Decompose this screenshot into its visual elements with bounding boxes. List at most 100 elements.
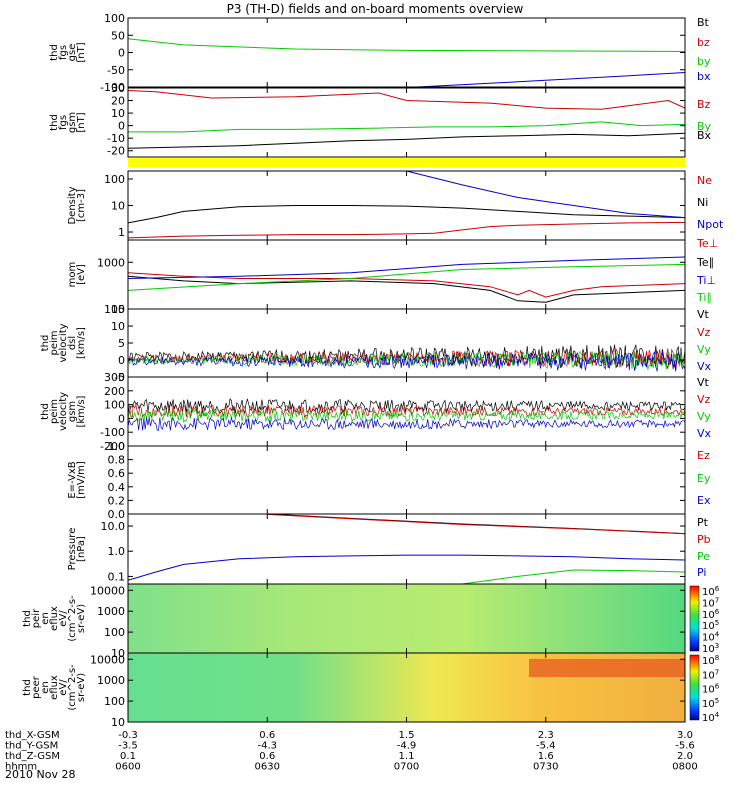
ephemeris-value: -4.9	[397, 741, 417, 752]
legend-entry: Vt	[697, 308, 710, 321]
panel-ion_spec: 10610710610510410310000100010010thdpeire…	[22, 583, 720, 660]
ephemeris-value: 1.5	[399, 730, 415, 741]
panel-frame	[127, 170, 686, 241]
legend-entry: Vy	[697, 343, 711, 356]
y-tick-label: 100	[104, 303, 125, 316]
y-axis-label: peim	[49, 330, 60, 355]
legend-entry: Ey	[697, 472, 711, 485]
ephemeris-value: 2.3	[538, 730, 554, 741]
y-tick-label: 20	[111, 95, 125, 108]
legend-entry: Vx	[697, 360, 712, 373]
legend-entry: Te∥	[696, 256, 714, 269]
y-axis-label: sr-eV)	[76, 673, 87, 702]
ephemeris-value: 0630	[255, 762, 280, 773]
ephemeris-value: 0800	[672, 762, 697, 773]
spectrogram-hot-band	[529, 659, 685, 677]
ephemeris-value: 1.1	[399, 751, 415, 762]
y-tick-label: 0.2	[108, 494, 126, 507]
y-tick-label: -50	[107, 64, 125, 77]
y-tick-label: 0	[118, 47, 125, 60]
y-tick-label: 1	[118, 226, 125, 239]
colorbar-elec_spec	[689, 654, 700, 721]
ephemeris-value: 3.0	[677, 730, 693, 741]
series-fgs_gsm-Bz	[128, 90, 685, 110]
ephemeris-value: -0.3	[118, 730, 138, 741]
legend-entry: Pe	[697, 550, 710, 563]
colorbar-tick-label: 106	[702, 683, 720, 696]
legend-entry: Vz	[697, 326, 711, 339]
y-axis-label: (cm^2-s-	[67, 664, 78, 711]
panel-frame	[127, 308, 686, 378]
legend-entry: By	[697, 120, 712, 133]
y-tick-label: -100	[100, 81, 125, 94]
legend-entry: bz	[697, 36, 710, 49]
y-axis-label: thd	[49, 114, 60, 131]
date-label: 2010 Nov 28	[5, 768, 75, 781]
panel-frame	[127, 513, 686, 585]
y-axis-label: peer	[31, 675, 42, 699]
legend-entry: Vt	[697, 376, 710, 389]
legend-entry: by	[697, 55, 711, 68]
y-axis-label: [eV]	[76, 264, 87, 285]
panels: 100500-50-100thdfgsgse[nT]Btbzbybx302010…	[22, 12, 724, 729]
y-tick-label: 10000	[90, 584, 125, 597]
y-axis-label: thd	[22, 679, 33, 696]
figure-title: P3 (TH-D) fields and on-board moments ov…	[227, 2, 524, 16]
series-temperature-Ti∥	[128, 263, 685, 291]
colorbar-ion_spec	[689, 585, 700, 652]
series-pressure-Pi	[128, 554, 685, 581]
panel-density: 100 10 1 Density[cm-3] Ne Ni Npot	[67, 170, 724, 241]
y-tick-label: 0.0	[108, 508, 126, 521]
y-axis-label: [nPa]	[76, 536, 87, 562]
legend-entry: Npot	[697, 218, 724, 231]
y-axis-label: gsm	[67, 112, 78, 133]
legend-entry: Te⊥	[696, 237, 718, 250]
y-tick-label: 1000	[97, 605, 125, 618]
spectrogram-ion_spec	[128, 584, 685, 653]
y-axis-label: eflux	[49, 606, 60, 631]
ephemeris-value: 1.6	[538, 751, 554, 762]
legend-entry: Bx	[697, 129, 712, 142]
y-tick-label: 30	[111, 82, 125, 95]
ephemeris-value: -5.4	[536, 741, 556, 752]
y-axis-label: peim	[49, 399, 60, 424]
legend-entry: Ex	[697, 494, 711, 507]
y-axis-label: eV/	[58, 679, 69, 696]
legend-entry: Vz	[697, 393, 711, 406]
ephemeris-value: -4.3	[257, 741, 277, 752]
ephemeris-table: thd_X-GSM -0.3 0.6 1.5 2.3 3.0 thd_Y-GSM -3.5 -4…	[5, 730, 698, 773]
y-tick-label: 0.4	[108, 481, 126, 494]
colorbar-tick-label: 107	[702, 668, 719, 681]
series-velocity_dsl-Vx	[128, 350, 685, 372]
series-temperature-Te∥	[128, 275, 685, 303]
y-axis-label: velocity	[58, 392, 69, 431]
y-tick-label: 100	[104, 695, 125, 708]
panel-temperature: 1000 100 mom[eV] Te⊥ Te∥ Ti⊥ Ti∥	[67, 237, 718, 316]
y-tick-label: 1000	[97, 256, 125, 269]
y-axis-label: (cm^2-s-	[67, 595, 78, 642]
ephemeris-label: thd_X-GSM	[5, 730, 60, 741]
panel-frame	[127, 376, 686, 447]
y-axis-label: mom	[67, 262, 78, 288]
y-axis-label: dsl	[67, 336, 78, 350]
y-axis-label: fgs	[58, 45, 69, 60]
y-tick-label: 15	[111, 303, 125, 316]
y-axis-label: [cm-3]	[76, 189, 87, 222]
ephemeris-value: 0730	[533, 762, 558, 773]
series-fgs_gsm-By	[128, 121, 685, 133]
y-axis-label: Pressure	[67, 528, 78, 571]
y-tick-label: -200	[100, 440, 125, 453]
mode-bar	[128, 158, 685, 167]
series-fgs_gsm-Bx	[128, 132, 685, 149]
y-tick-label: -20	[107, 145, 125, 158]
y-axis-label: eV/	[58, 610, 69, 627]
legend-entry: Ne	[697, 174, 712, 187]
legend-entry: bx	[697, 70, 711, 83]
y-tick-label: -5	[114, 371, 125, 384]
colorbar-tick-label: 104	[702, 711, 720, 724]
y-tick-label: 100	[104, 626, 125, 639]
